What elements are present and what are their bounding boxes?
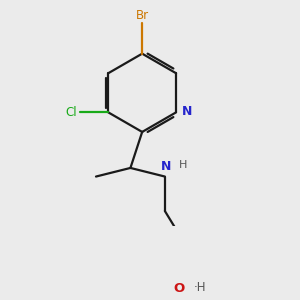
Text: N: N	[161, 160, 172, 172]
Text: ·H: ·H	[194, 281, 206, 294]
Polygon shape	[177, 243, 186, 276]
Text: O: O	[173, 282, 184, 295]
Text: H: H	[178, 160, 187, 170]
Text: N: N	[182, 105, 192, 118]
Text: Br: Br	[136, 9, 149, 22]
Text: Cl: Cl	[65, 106, 77, 119]
